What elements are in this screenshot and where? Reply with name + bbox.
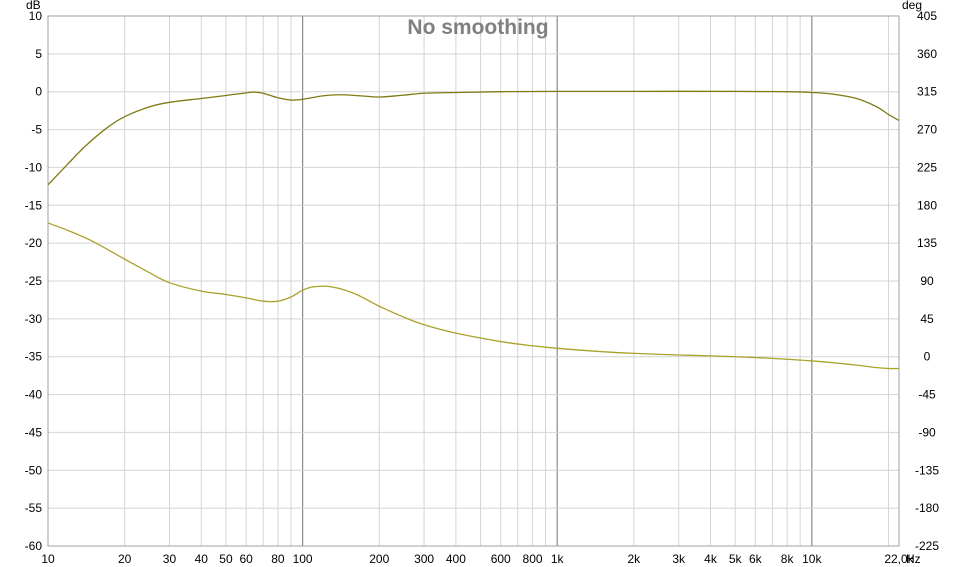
x-tick-label: 10k [802, 552, 822, 566]
x-tick-label: 1k [551, 552, 565, 566]
y-right-tick-label: 225 [917, 160, 937, 174]
y-left-tick-label: -40 [25, 388, 43, 402]
series-group [47, 90, 900, 370]
x-tick-label: 3k [672, 552, 686, 566]
y-right-tick-label: -225 [915, 539, 939, 553]
x-tick-label: 10 [41, 552, 55, 566]
grid [48, 16, 899, 546]
y-right-tick-label: 90 [920, 274, 934, 288]
chart-title: No smoothing [407, 16, 548, 39]
x-tick-label: 2k [628, 552, 642, 566]
y-left-tick-label: -55 [25, 501, 43, 515]
x-tick-label: 600 [491, 552, 511, 566]
y-left-unit-label: dB [26, 0, 41, 12]
x-tick-label: 50 [219, 552, 233, 566]
y-left-tick-label: -60 [25, 539, 43, 553]
y-left-tick-label: -20 [25, 236, 43, 250]
y-left-tick-label: -25 [25, 274, 43, 288]
x-tick-label: 8k [781, 552, 795, 566]
y-right-tick-label: 315 [917, 85, 937, 99]
y-left-tick-label: -5 [31, 123, 42, 137]
y-left-tick-label: 0 [35, 85, 42, 99]
magnitude-series-line [47, 90, 900, 186]
x-tick-label: 200 [369, 552, 389, 566]
x-tick-label: 20 [118, 552, 132, 566]
x-tick-label: 5k [729, 552, 743, 566]
y-left-tick-label: -30 [25, 312, 43, 326]
axis-labels: dB deg Hz No smoothing 10 20 30 40 50 60 80 100… [25, 0, 940, 566]
y-left-tick-label: 5 [35, 47, 42, 61]
y-right-tick-label: 360 [917, 47, 937, 61]
x-tick-label: 60 [239, 552, 253, 566]
y-left-tick-label: -50 [25, 463, 43, 477]
x-tick-label: 80 [271, 552, 285, 566]
x-tick-label: 100 [293, 552, 313, 566]
x-tick-label: 40 [195, 552, 209, 566]
y-left-tick-label: -35 [25, 350, 43, 364]
y-left-tick-label: -15 [25, 198, 43, 212]
y-right-tick-label: 135 [917, 236, 937, 250]
x-tick-label: 30 [163, 552, 177, 566]
y-right-tick-label: -180 [915, 501, 939, 515]
x-tick-label: 4k [704, 552, 718, 566]
x-unit-label: Hz [906, 552, 921, 566]
x-tick-label: 300 [414, 552, 434, 566]
y-right-tick-label: 270 [917, 123, 937, 137]
y-left-tick-label: -10 [25, 160, 43, 174]
y-right-tick-label: 180 [917, 198, 937, 212]
y-right-tick-label: -45 [918, 388, 936, 402]
x-tick-label: 22,0k [884, 552, 914, 566]
x-tick-label: 800 [523, 552, 543, 566]
y-left-tick-label: 10 [29, 9, 43, 23]
y-right-tick-label: 45 [920, 312, 934, 326]
phase-series-line [47, 222, 900, 370]
y-right-unit-label: deg [902, 0, 922, 12]
y-right-tick-label: -135 [915, 463, 939, 477]
x-tick-label: 6k [749, 552, 763, 566]
y-right-tick-label: 0 [924, 350, 931, 364]
plot-area-border [47, 15, 900, 547]
y-right-tick-label: 405 [917, 9, 937, 23]
y-right-tick-label: -90 [918, 425, 936, 439]
y-left-tick-label: -45 [25, 425, 43, 439]
x-tick-label: 400 [446, 552, 466, 566]
